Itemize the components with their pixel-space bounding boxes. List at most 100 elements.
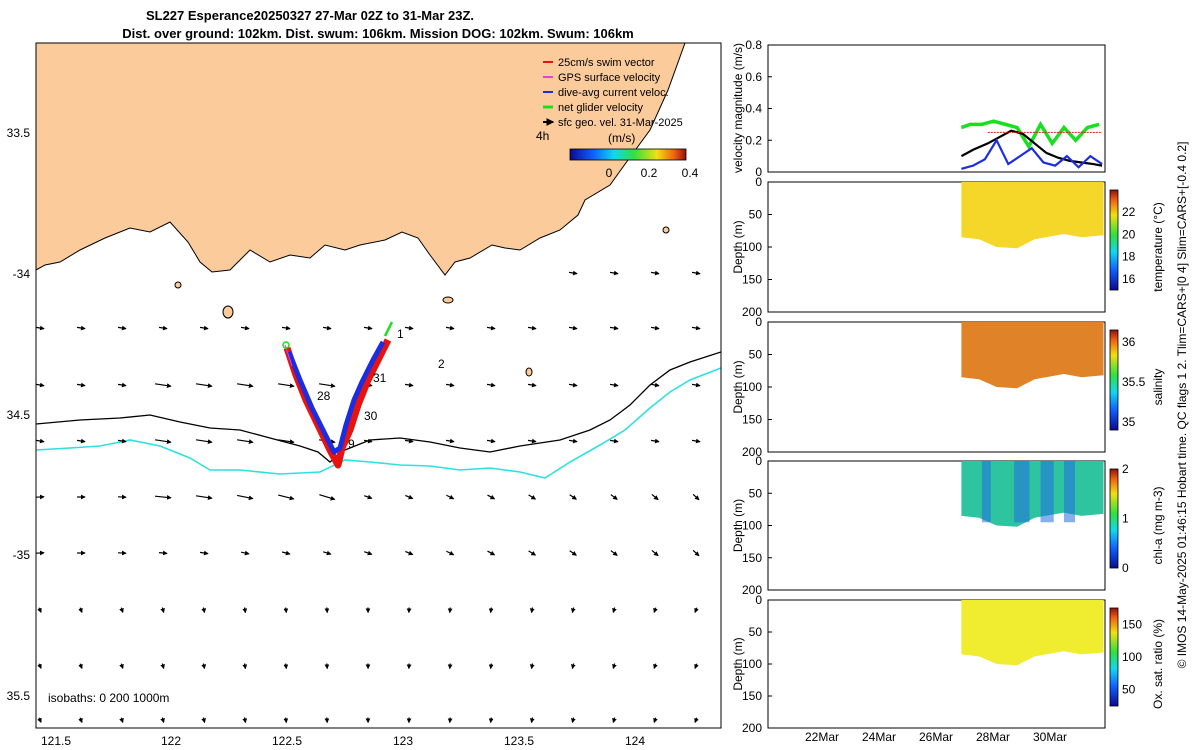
legend-sfc-geo-velocity: sfc geo. vel. 31-Mar-2025: [558, 117, 683, 129]
velocity-arrow: [78, 607, 83, 614]
colorbar-tick: 150: [1122, 617, 1142, 631]
velocity-arrow: [568, 382, 578, 388]
isobath-200m: [36, 351, 721, 463]
lon-tick: 122.5: [272, 734, 302, 748]
depth-tick: 50: [749, 486, 763, 500]
velocity-arrow: [319, 494, 336, 501]
velocity-arrow: [527, 382, 537, 388]
colorbar-tick: 16: [1122, 272, 1136, 286]
velocity-arrow: [612, 607, 617, 614]
velocity-arrow: [568, 270, 578, 276]
velocity-arrow: [571, 663, 576, 670]
colorbar-title: (m/s): [608, 131, 635, 145]
velocity-arrow: [155, 383, 172, 388]
depth-ylabel: Depth (m): [731, 499, 745, 552]
velocity-arrow: [363, 438, 373, 444]
velocity-arrow: [160, 717, 165, 724]
lat-tick: 33.5: [7, 126, 31, 140]
velocity-arrow: [568, 325, 578, 331]
velocity-arrow: [404, 325, 414, 331]
velocity-ytick: 0.2: [745, 133, 762, 147]
lon-tick: 123.5: [504, 734, 534, 748]
depth-ylabel: Depth (m): [731, 360, 745, 413]
velocity-arrow: [528, 494, 537, 500]
velocity-arrow: [653, 663, 658, 670]
chl-low-patch: [1014, 461, 1030, 523]
legend-dive-avg-current: dive-avg current veloc.: [558, 87, 669, 99]
velocity-arrow: [160, 663, 165, 670]
colorbar-tick-0: 0: [606, 166, 613, 180]
surface-velocity-arrows: [35, 270, 701, 724]
map-panel: 1 2 31 30 28 9 25cm/s swim vector GPS su…: [7, 42, 722, 748]
velocity-arrow: [529, 663, 535, 670]
velocity-arrow: [692, 493, 700, 501]
colorbar-tick: 35: [1122, 415, 1136, 429]
velocity-arrow: [155, 439, 172, 444]
velocity-arrow: [488, 717, 494, 724]
velocity-arrow: [405, 550, 414, 556]
velocity-arrow: [609, 382, 619, 388]
colorbar: [1109, 329, 1119, 431]
velocity-arrow: [322, 325, 332, 331]
speed-colorbar: [569, 148, 687, 161]
depth-ylabel: Depth (m): [731, 637, 745, 690]
velocity-yticks: 0 0.2 0.4 0.6 0.8: [745, 38, 772, 179]
series-dive-avg-current: [961, 137, 1103, 170]
velocity-arrow: [119, 607, 124, 614]
colorbar: [1109, 189, 1119, 291]
colorbar-label: temperature (°C): [1151, 202, 1165, 292]
velocity-arrow: [527, 325, 537, 331]
velocity-arrow: [283, 607, 289, 614]
velocity-arrow: [117, 382, 127, 388]
velocity-arrow: [281, 325, 291, 331]
day-label-1: 1: [397, 327, 404, 341]
profile-panel-4: 0 50 100 150 200 Depth (m) 50 100 150 Ox. sat. ra…: [731, 593, 1165, 735]
velocity-arrow: [610, 494, 618, 500]
track-green-net: [383, 321, 394, 337]
velocity-arrow: [571, 607, 576, 614]
velocity-arrow: [37, 717, 42, 724]
velocity-arrow: [651, 549, 659, 557]
velocity-arrow: [653, 717, 658, 724]
velocity-arrow: [569, 494, 577, 500]
lat-tick: 35.5: [7, 689, 31, 703]
lat-tick: -34: [13, 267, 31, 281]
profile-panel-3: 0 50 100 150 200 Depth (m) 0 1 2 chl-a (mg m-3): [731, 454, 1165, 597]
velocity-arrow: [404, 382, 414, 388]
map-frame: [35, 42, 722, 729]
colorbar-label: salinity: [1151, 369, 1165, 406]
velocity-arrow: [364, 494, 373, 500]
velocity-arrow: [199, 325, 209, 331]
velocity-arrow: [199, 550, 209, 556]
velocity-arrow: [692, 549, 700, 557]
colorbar-tick-2: 0.4: [682, 166, 699, 180]
velocity-arrow: [76, 438, 86, 444]
velocity-arrow: [35, 325, 45, 331]
velocity-arrow: [405, 494, 414, 500]
colorbar-label: Ox. sat. ratio (%): [1151, 619, 1165, 709]
velocity-arrow: [609, 270, 619, 276]
depth-tick: 200: [742, 721, 762, 735]
velocity-arrow: [201, 663, 207, 670]
velocity-arrow: [653, 607, 658, 614]
velocity-ytick: 0: [755, 165, 762, 179]
date-tick: 24Mar: [862, 730, 896, 744]
velocity-arrow: [650, 325, 660, 331]
profile-data: [961, 322, 1104, 389]
velocity-arrow: [691, 270, 701, 276]
day-label-9: 9: [348, 437, 355, 451]
velocity-arrow: [154, 495, 172, 500]
day-label-28: 28: [317, 389, 331, 403]
velocity-arrow: [610, 550, 618, 556]
colorbar-tick: 20: [1122, 227, 1136, 241]
velocity-ytick: 0.6: [745, 70, 762, 84]
velocity-arrow: [240, 325, 250, 331]
depth-tick: 100: [742, 519, 762, 533]
chl-low-patch: [1063, 461, 1075, 523]
velocity-arrow: [278, 494, 295, 501]
velocity-arrow: [571, 717, 576, 724]
colorbar-tick: 18: [1122, 250, 1136, 264]
velocity-arrow: [445, 438, 455, 444]
depth-tick: 100: [742, 380, 762, 394]
